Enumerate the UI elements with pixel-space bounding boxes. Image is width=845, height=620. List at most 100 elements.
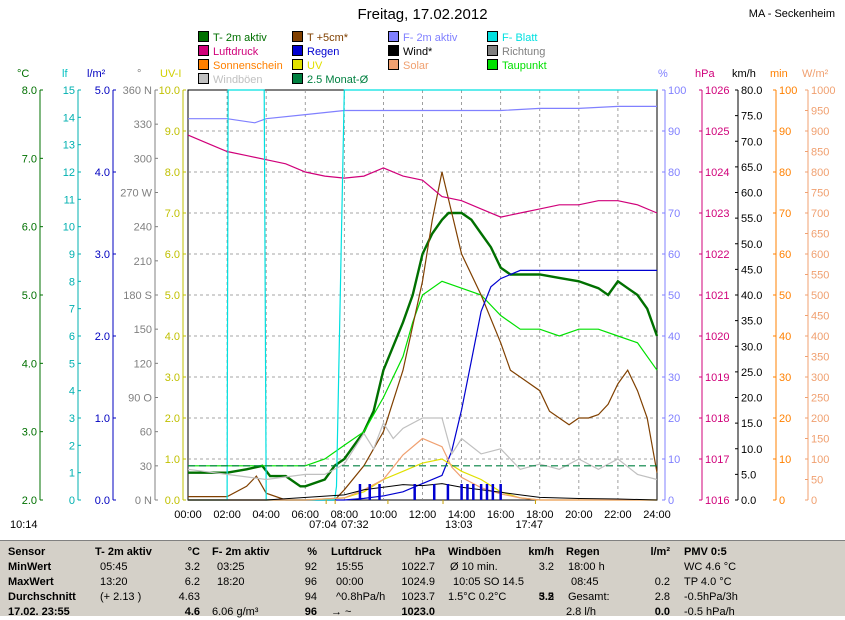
y-tick-label: 2.0 bbox=[22, 495, 37, 507]
y-tick-label: 1.0 bbox=[95, 413, 110, 425]
y-tick-label: 150 bbox=[811, 434, 829, 446]
y-tick-label: 100 bbox=[811, 454, 829, 466]
footer-pmv-col: PMV 0:5 WC 4.6 °C TP 4.0 °C -0.5hPa/3h -… bbox=[684, 545, 738, 620]
y-tick-label: 75.0 bbox=[741, 111, 762, 123]
legend-swatch bbox=[388, 45, 399, 56]
legend-label: Luftdruck bbox=[213, 46, 259, 58]
x-tick-label: 04:00 bbox=[252, 509, 280, 521]
y-tick-label: 5 bbox=[69, 358, 75, 370]
footer-cell: -0.5hPa/3h bbox=[684, 591, 738, 603]
legend-swatch bbox=[487, 59, 498, 70]
y-tick-label: 3.0 bbox=[22, 427, 37, 439]
y-tick-label: 30.0 bbox=[741, 341, 762, 353]
footer-cell: ^0.8hPa/h bbox=[336, 591, 386, 603]
dir-axis-unit: ° bbox=[137, 68, 142, 80]
legend-label: 2.5 Monat-Ø bbox=[307, 74, 369, 86]
y-tick-label: 90 O bbox=[128, 393, 152, 405]
y-tick-label: 20 bbox=[779, 413, 791, 425]
footer-cell: 1023.7 bbox=[401, 591, 435, 603]
footer-cell: TP 4.0 °C bbox=[684, 576, 732, 588]
footer-wind-unit: km/h bbox=[528, 546, 554, 558]
y-tick-label: 4 bbox=[69, 386, 75, 398]
y-tick-label: 50 bbox=[811, 475, 823, 487]
legend-item: Sonnenschein bbox=[198, 59, 283, 72]
y-tick-label: 3.0 bbox=[95, 249, 110, 261]
x-tick-label: 12:00 bbox=[409, 509, 437, 521]
footer-cell: (+ 2.13 ) bbox=[100, 591, 142, 603]
y-tick-label: 13 bbox=[63, 140, 75, 152]
station-name: MA - Seckenheim bbox=[748, 8, 835, 20]
footer-cell: 96 bbox=[304, 576, 317, 588]
y-tick-label: 180 S bbox=[123, 290, 152, 302]
y-tick-label: 1020 bbox=[705, 331, 729, 343]
y-tick-label: 0.0 bbox=[165, 495, 180, 507]
legend-swatch bbox=[198, 59, 209, 70]
y-tick-label: 60 bbox=[779, 249, 791, 261]
y-tick-label: 0 N bbox=[135, 495, 152, 507]
footer-cell: 2.8 bbox=[654, 591, 670, 603]
hum-axis-unit: % bbox=[658, 68, 668, 80]
legend-label: Richtung bbox=[502, 46, 546, 58]
footer-cell: 10:05 SO 14.5 bbox=[453, 576, 524, 588]
y-tick-label: 3 bbox=[69, 413, 75, 425]
y-tick-label: 330 bbox=[134, 119, 152, 131]
y-tick-label: 1019 bbox=[705, 372, 729, 384]
y-tick-label: 0 bbox=[811, 495, 817, 507]
y-tick-label: 500 bbox=[811, 290, 829, 302]
y-tick-label: 7.0 bbox=[165, 208, 180, 220]
legend-swatch bbox=[388, 31, 399, 42]
y-tick-label: 60 bbox=[140, 427, 152, 439]
legend-item: Wind* bbox=[388, 45, 432, 58]
y-tick-label: 12 bbox=[63, 167, 75, 179]
footer-rain-unit: l/m² bbox=[650, 546, 670, 558]
y-tick-label: 10 bbox=[668, 454, 680, 466]
y-tick-label: 60.0 bbox=[741, 188, 762, 200]
legend-item: Regen bbox=[292, 45, 339, 58]
y-tick-label: 270 W bbox=[120, 188, 152, 200]
y-tick-label: 7 bbox=[69, 304, 75, 316]
y-tick-label: 550 bbox=[811, 270, 829, 282]
footer-cell: 5.5 bbox=[538, 591, 554, 603]
footer-sensor-col: Sensor MinWert MaxWert Durchschnitt 17.0… bbox=[8, 545, 76, 620]
y-tick-label: 9.0 bbox=[165, 126, 180, 138]
y-tick-label: 900 bbox=[811, 126, 829, 138]
y-tick-label: 15 bbox=[63, 85, 75, 97]
stats-footer: Sensor MinWert MaxWert Durchschnitt 17.0… bbox=[0, 540, 845, 618]
rain-axis-unit: l/m² bbox=[87, 68, 106, 80]
footer-press-col: Luftdruck hPa 15:55 1022.7 00:00 1024.9 ^0.… bbox=[331, 545, 435, 620]
y-tick-label: 0 bbox=[69, 495, 75, 507]
y-tick-label: 100 bbox=[779, 85, 797, 97]
sun-marker-label: 07:04 bbox=[309, 519, 337, 531]
y-tick-label: 300 bbox=[134, 153, 152, 165]
footer-row-label: MinWert bbox=[8, 561, 52, 573]
footer-cell: 96 bbox=[304, 606, 317, 618]
chart-title: Freitag, 17.02.2012 bbox=[357, 6, 488, 23]
y-tick-label: 1023 bbox=[705, 208, 729, 220]
footer-row-label: MaxWert bbox=[8, 576, 54, 588]
footer-hum-col: F- 2m aktiv% 03:25 92 18:20 96 94 6.06 g/m… bbox=[212, 545, 317, 620]
y-tick-label: 80 bbox=[779, 167, 791, 179]
x-tick-label: 22:00 bbox=[604, 509, 632, 521]
series-line bbox=[188, 269, 657, 501]
y-tick-label: 800 bbox=[811, 167, 829, 179]
footer-cell: 4.6 bbox=[184, 606, 200, 618]
y-tick-label: 9 bbox=[69, 249, 75, 261]
y-tick-label: 1016 bbox=[705, 495, 729, 507]
footer-row-label: Durchschnitt bbox=[8, 591, 76, 603]
y-tick-label: 2.0 bbox=[165, 413, 180, 425]
legend-swatch bbox=[487, 31, 498, 42]
footer-cell: 08:45 bbox=[571, 576, 599, 588]
y-tick-label: 0 bbox=[668, 495, 674, 507]
footer-temp-col: T- 2m aktiv °C 05:45 3.2 13:20 6.2 (+ 2.13 … bbox=[95, 545, 200, 618]
y-tick-label: 10 bbox=[63, 222, 75, 234]
y-tick-label: 100 bbox=[668, 85, 686, 97]
y-tick-label: 10.0 bbox=[741, 444, 762, 456]
series-line bbox=[188, 437, 657, 501]
y-tick-label: 50 bbox=[668, 290, 680, 302]
footer-cell: 00:00 bbox=[336, 576, 364, 588]
y-tick-label: 360 N bbox=[123, 85, 152, 97]
y-tick-label: 1018 bbox=[705, 413, 729, 425]
y-tick-label: 6 bbox=[69, 331, 75, 343]
y-tick-label: 3.0 bbox=[165, 372, 180, 384]
legend-item: Richtung bbox=[487, 45, 545, 58]
